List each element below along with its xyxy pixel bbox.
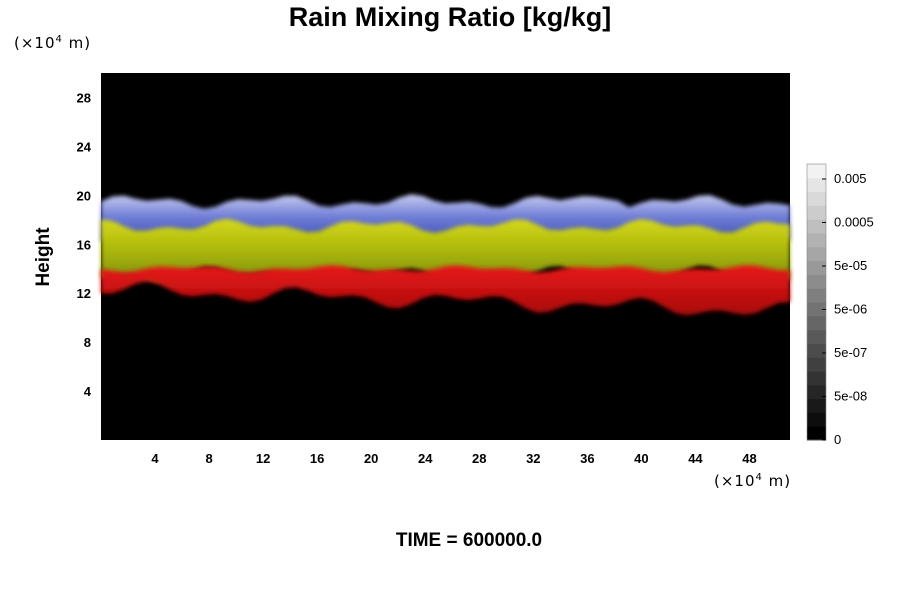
y-tick-label: 24: [77, 139, 92, 154]
colorbar-level: [807, 371, 826, 386]
layer-red: [101, 265, 790, 316]
colorbar-level: [807, 233, 826, 248]
y-tick-label: 16: [77, 237, 91, 252]
colorbar-level: [807, 191, 826, 206]
x-axis-ticks: 4 8 12 16 20 24 28 32 36 40 44 48: [151, 451, 756, 466]
x-tick-label: 12: [256, 451, 270, 466]
colorbar-level: [807, 315, 826, 331]
colorbar-level: [807, 246, 826, 262]
colorbar-label: 5e-06: [834, 302, 867, 317]
colorbar: 0.005 0.0005 5e-05 5e-06 5e-07 5e-08 0: [806, 163, 874, 447]
y-tick-label: 4: [84, 384, 92, 399]
x-tick-label: 44: [688, 451, 703, 466]
colorbar-frame: [806, 163, 827, 441]
time-label: TIME = 600000.0: [395, 530, 543, 551]
x-tick-label: 24: [418, 451, 433, 466]
colorbar-level: [807, 177, 826, 193]
x-tick-label: 40: [634, 451, 648, 466]
y-tick-label: 28: [77, 90, 91, 105]
chart-title: Rain Mixing Ratio [kg/kg]: [288, 2, 612, 32]
colorbar-level: [807, 426, 826, 441]
y-axis-unit: (×104 m): [14, 34, 92, 52]
x-axis-unit: (×104 m): [714, 472, 792, 490]
colorbar-label: 0: [834, 432, 841, 447]
colorbar-level: [807, 260, 826, 275]
colorbar-level: [807, 302, 826, 317]
colorbar-level: [807, 288, 826, 303]
x-tick-label: 36: [580, 451, 594, 466]
colorbar-level: [807, 205, 826, 220]
y-tick-label: 8: [84, 335, 91, 350]
data-layers: [101, 194, 790, 316]
colorbar-level: [807, 329, 826, 344]
colorbar-level: [807, 164, 826, 179]
y-tick-label: 12: [77, 286, 91, 301]
colorbar-level: [807, 343, 826, 358]
colorbar-label: 5e-05: [834, 258, 867, 273]
colorbar-level: [807, 398, 826, 413]
colorbar-label: 0.0005: [834, 215, 874, 230]
colorbar-label: 5e-08: [834, 389, 867, 404]
x-tick-label: 20: [364, 451, 378, 466]
y-tick-label: 20: [77, 188, 91, 203]
colorbar-level: [807, 384, 826, 400]
x-tick-label: 8: [205, 451, 212, 466]
y-axis-ticks: 4 8 12 16 20 24 28: [77, 90, 92, 399]
x-tick-label: 16: [310, 451, 324, 466]
colorbar-level: [807, 412, 826, 427]
x-tick-label: 28: [472, 451, 486, 466]
colorbar-label: 5e-07: [834, 345, 867, 360]
x-tick-label: 48: [742, 451, 756, 466]
colorbar-level: [807, 274, 826, 289]
x-tick-label: 32: [526, 451, 540, 466]
colorbar-level: [807, 357, 826, 372]
colorbar-label: 0.005: [834, 171, 867, 186]
x-tick-label: 4: [151, 451, 159, 466]
colorbar-level: [807, 219, 826, 234]
